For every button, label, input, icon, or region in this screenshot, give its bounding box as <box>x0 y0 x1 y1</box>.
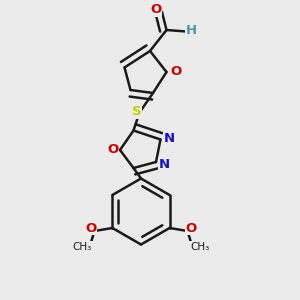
Text: O: O <box>85 221 96 235</box>
Text: N: N <box>163 131 175 145</box>
Text: O: O <box>170 65 181 78</box>
Text: O: O <box>107 143 118 156</box>
Text: O: O <box>186 221 197 235</box>
Text: H: H <box>186 24 197 38</box>
Text: S: S <box>132 105 141 119</box>
Text: N: N <box>159 158 170 171</box>
Text: CH₃: CH₃ <box>190 242 209 252</box>
Text: CH₃: CH₃ <box>73 242 92 252</box>
Text: O: O <box>150 3 162 16</box>
